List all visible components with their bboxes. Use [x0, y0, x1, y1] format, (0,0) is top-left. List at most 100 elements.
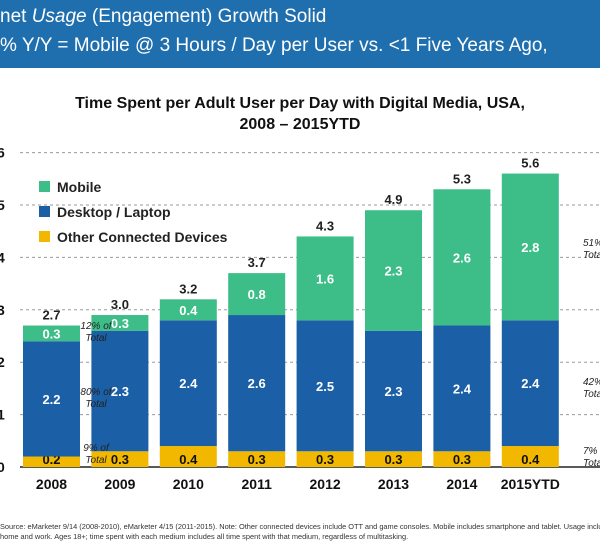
annotation-right-total-1: Total — [583, 389, 600, 400]
x-tick-label-2012: 2012 — [310, 476, 341, 492]
bar-total-2011: 3.7 — [248, 255, 266, 270]
bar-other-connected-devices-2009 — [91, 451, 149, 467]
bar-desktop-laptop-2013 — [365, 330, 422, 452]
bar-value-other-connected-devices-2012: 0.3 — [316, 452, 334, 467]
chart-title-line-1: Time Spent per Adult User per Day with D… — [75, 95, 525, 112]
bar-mobile-2012 — [296, 236, 354, 321]
bar-other-connected-devices-2014 — [433, 451, 491, 467]
x-tick-label-2011: 2011 — [242, 476, 273, 492]
bar-value-other-connected-devices-2011: 0.3 — [248, 452, 266, 467]
bar-mobile-2014 — [433, 189, 491, 326]
bar-mobile-2010 — [159, 299, 217, 321]
annotation-right-pct-1: 42% — [583, 377, 600, 388]
bar-mobile-2013 — [365, 210, 422, 331]
header-line-1-emphasis: Usage — [31, 6, 87, 27]
bar-total-2010: 3.2 — [179, 281, 197, 296]
annotation-right-total-0: Total — [583, 250, 600, 261]
legend-swatch-desktop-laptop — [39, 206, 50, 217]
slide-header: net Usage (Engagement) Growth Solid % Y/… — [0, 0, 600, 68]
bar-value-desktop-laptop-2010: 2.4 — [179, 376, 198, 391]
y-tick-label-2: 2 — [0, 354, 5, 370]
bar-value-mobile-2008: 0.3 — [42, 326, 60, 341]
bar-desktop-laptop-2008 — [23, 341, 80, 457]
y-tick-label-6: 6 — [0, 145, 5, 161]
bar-value-desktop-laptop-2014: 2.4 — [453, 381, 472, 396]
bar-desktop-laptop-2011 — [228, 315, 286, 452]
bar-value-desktop-laptop-2011: 2.6 — [248, 376, 266, 391]
bar-other-connected-devices-2011 — [228, 451, 286, 467]
header-line-2: % Y/Y = Mobile @ 3 Hours / Day per User … — [0, 35, 548, 56]
x-tick-label-2009: 2009 — [104, 476, 135, 492]
bar-total-2013: 4.9 — [384, 192, 402, 207]
bar-desktop-laptop-2014 — [433, 325, 491, 452]
bar-desktop-laptop-2009 — [91, 330, 149, 452]
source-note-line-2: home and work. Ages 18+; time spent with… — [0, 532, 409, 541]
bar-mobile-2008 — [23, 325, 80, 342]
legend-swatch-mobile — [39, 181, 50, 192]
x-tick-label-2013: 2013 — [378, 476, 409, 492]
bar-value-mobile-2013: 2.3 — [384, 264, 402, 279]
y-tick-label-3: 3 — [0, 302, 5, 318]
annotation-right-total-2: Tota — [583, 458, 600, 469]
legend-swatch-other-connected-devices — [39, 231, 50, 242]
y-tick-label-0: 0 — [0, 459, 5, 475]
header-line-1-part-a: net — [0, 6, 32, 27]
bar-desktop-laptop-2010 — [159, 320, 217, 447]
bar-total-2015YTD: 5.6 — [521, 156, 539, 171]
legend-label-desktop-laptop: Desktop / Laptop — [57, 204, 171, 220]
bar-value-mobile-2015YTD: 2.8 — [521, 240, 539, 255]
bar-value-mobile-2009: 0.3 — [111, 316, 129, 331]
legend-label-other-connected-devices: Other Connected Devices — [57, 229, 228, 245]
annotation-left-pct-0: 12% of — [80, 321, 112, 332]
legend-label-mobile: Mobile — [57, 179, 102, 195]
chart-title: Time Spent per Adult User per Day with D… — [0, 93, 600, 135]
x-tick-label-2010: 2010 — [173, 476, 204, 492]
bar-value-desktop-laptop-2008: 2.2 — [42, 392, 60, 407]
bar-value-mobile-2012: 1.6 — [316, 271, 334, 286]
bar-other-connected-devices-2013 — [365, 451, 422, 467]
x-tick-label-2008: 2008 — [36, 476, 67, 492]
y-tick-label-5: 5 — [0, 197, 5, 213]
annotation-left-total-2: Total — [85, 455, 107, 466]
annotation-right-pct-2: 7% o — [583, 446, 600, 457]
bar-desktop-laptop-2015YTD — [501, 320, 559, 447]
bar-value-mobile-2011: 0.8 — [248, 287, 266, 302]
bar-other-connected-devices-2010 — [159, 446, 217, 467]
bar-value-other-connected-devices-2014: 0.3 — [453, 452, 471, 467]
header-line-1: net Usage (Engagement) Growth Solid — [0, 6, 326, 28]
bar-total-2012: 4.3 — [316, 218, 334, 233]
chart-title-line-2: 2008 – 2015YTD — [239, 116, 361, 133]
bar-total-2014: 5.3 — [453, 171, 471, 186]
x-tick-label-2014: 2014 — [446, 476, 477, 492]
bar-mobile-2011 — [228, 273, 286, 316]
bar-desktop-laptop-2012 — [296, 320, 354, 452]
annotation-left-pct-2: 9% of — [83, 443, 110, 454]
bar-value-other-connected-devices-2010: 0.4 — [179, 452, 198, 467]
bar-other-connected-devices-2008 — [23, 456, 80, 467]
bar-mobile-2015YTD — [501, 173, 559, 321]
y-tick-label-1: 1 — [0, 407, 5, 423]
bar-value-desktop-laptop-2012: 2.5 — [316, 379, 334, 394]
bar-mobile-2009 — [91, 315, 149, 331]
bar-other-connected-devices-2015YTD — [501, 446, 559, 467]
x-tick-label-2015YTD: 2015YTD — [501, 476, 560, 492]
header-line-1-part-b: (Engagement) Growth Solid — [86, 6, 327, 27]
bar-value-other-connected-devices-2015YTD: 0.4 — [521, 452, 540, 467]
annotation-right-pct-0: 51% — [583, 238, 600, 249]
annotation-left-total-1: Total — [85, 399, 107, 410]
bar-value-other-connected-devices-2013: 0.3 — [384, 452, 402, 467]
source-note: Source: eMarketer 9/14 (2008-2010), eMar… — [0, 522, 600, 542]
bar-value-mobile-2014: 2.6 — [453, 250, 471, 265]
y-tick-label-4: 4 — [0, 249, 5, 265]
bar-value-other-connected-devices-2009: 0.3 — [111, 452, 129, 467]
source-note-line-1: Source: eMarketer 9/14 (2008-2010), eMar… — [0, 522, 600, 531]
bar-total-2008: 2.7 — [42, 308, 60, 323]
bar-total-2009: 3.0 — [111, 297, 129, 312]
bar-value-desktop-laptop-2013: 2.3 — [384, 384, 402, 399]
bar-value-desktop-laptop-2009: 2.3 — [111, 384, 129, 399]
bar-value-mobile-2010: 0.4 — [179, 303, 198, 318]
bar-value-desktop-laptop-2015YTD: 2.4 — [521, 376, 540, 391]
annotation-left-pct-1: 80% of — [80, 387, 112, 398]
bar-other-connected-devices-2012 — [296, 451, 354, 467]
